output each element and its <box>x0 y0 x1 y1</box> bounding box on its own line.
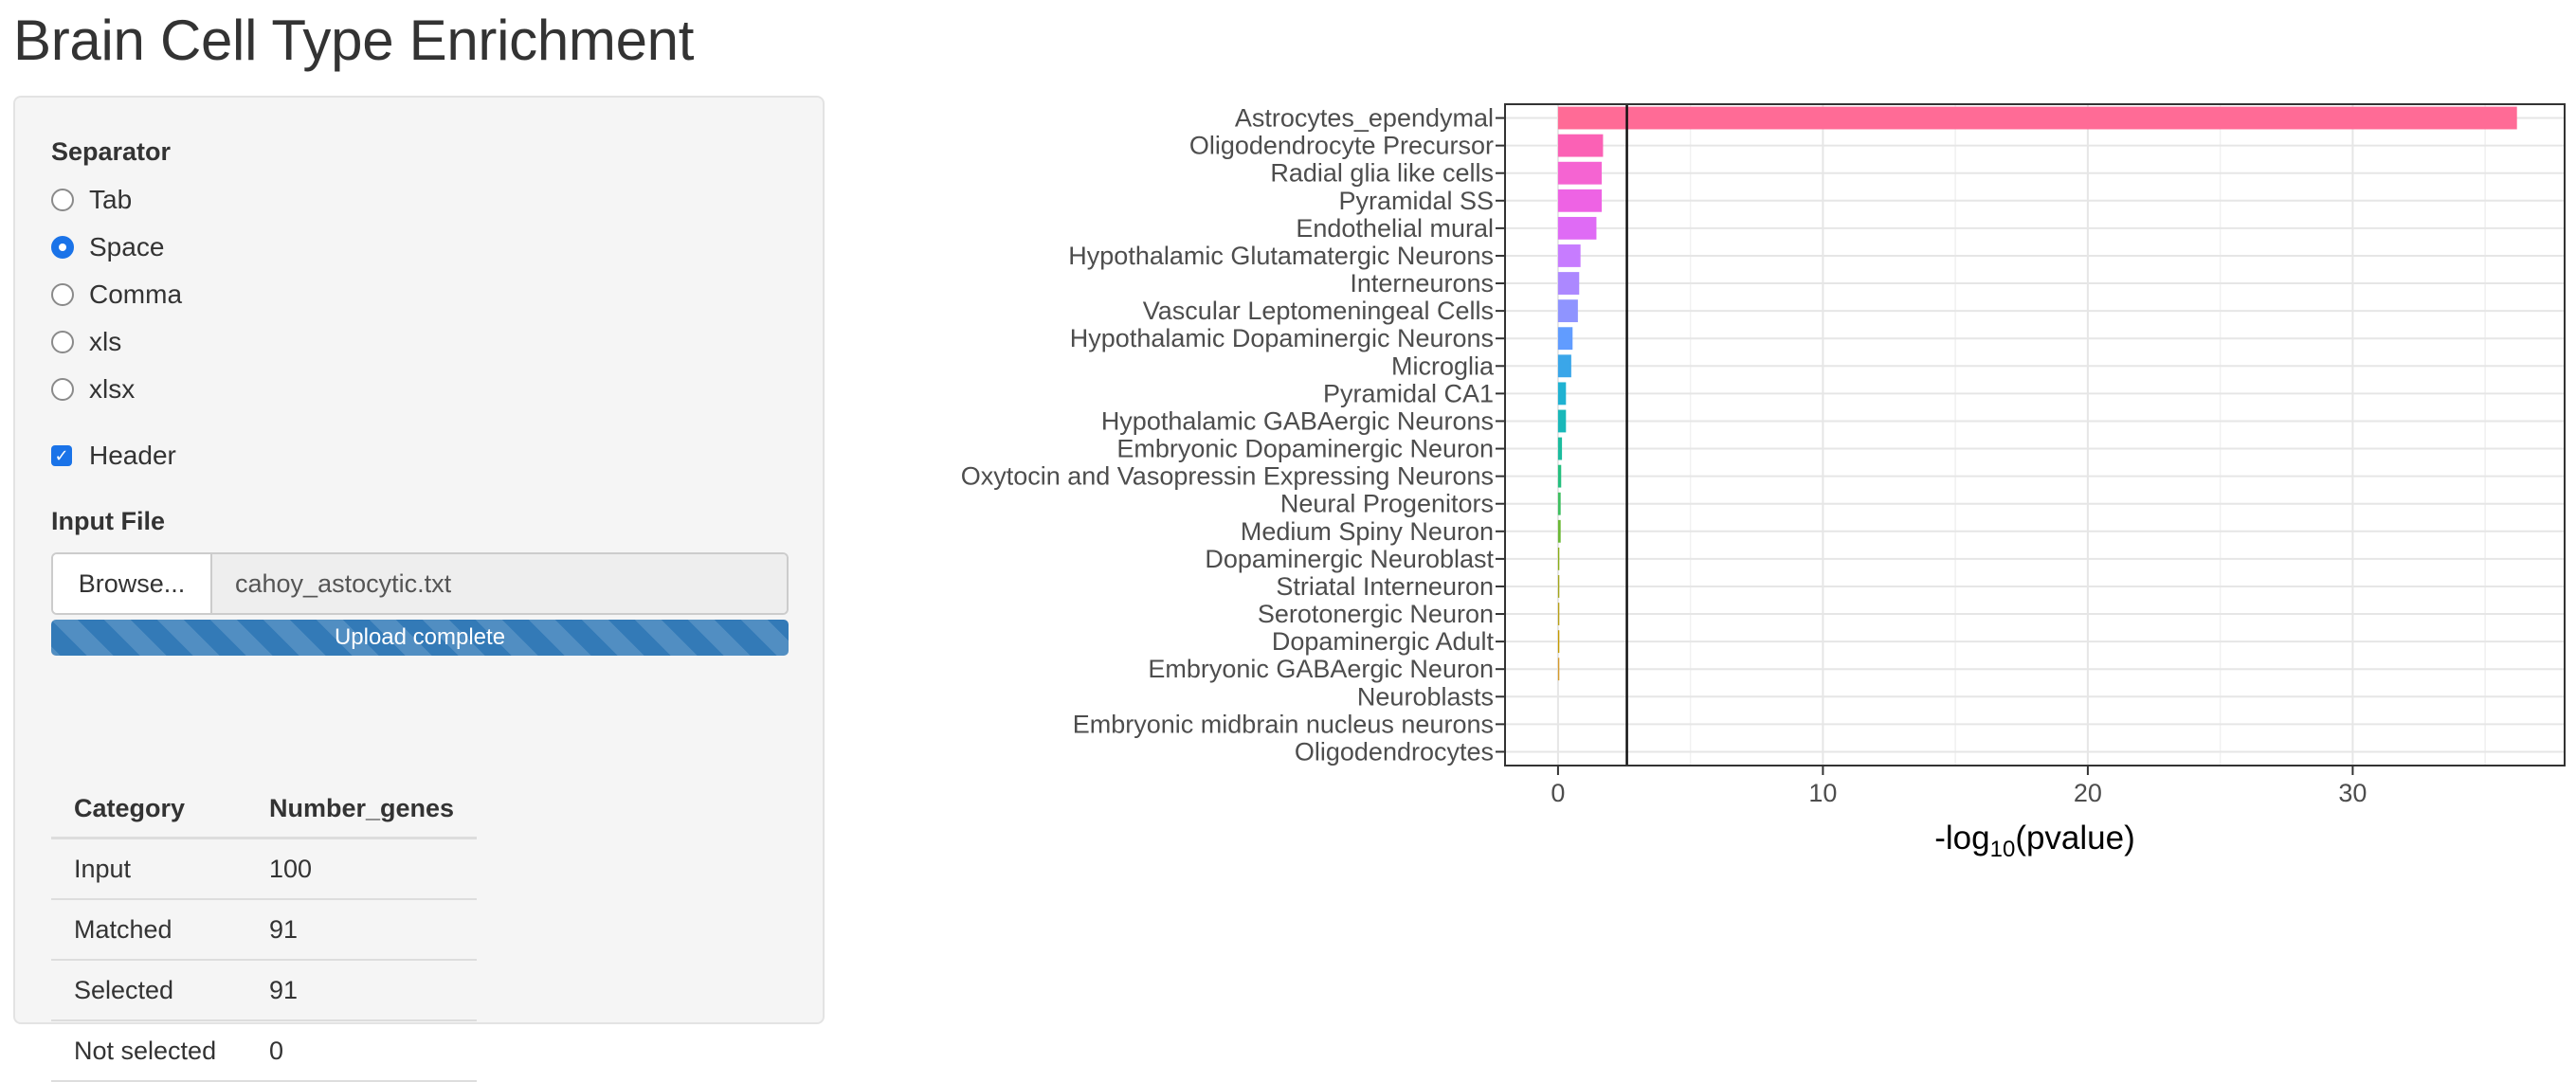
category-label: Radial glia like cells <box>1270 159 1494 188</box>
table-cell: 91 <box>246 899 478 961</box>
radio-tab[interactable]: Tab <box>51 181 132 219</box>
radio-label: Tab <box>89 185 133 214</box>
category-label: Striatal Interneuron <box>1276 572 1494 601</box>
radio-comma[interactable]: Comma <box>51 276 182 314</box>
bar <box>1557 106 2517 130</box>
bar <box>1557 519 1561 543</box>
chart-panel-border <box>1504 103 2566 766</box>
radio-xls[interactable]: xls <box>51 323 121 361</box>
bar <box>1557 409 1567 433</box>
radio-xlsx[interactable]: xlsx <box>51 370 135 408</box>
category-label: Neuroblasts <box>1357 682 1494 711</box>
category-label: Interneurons <box>1350 269 1494 298</box>
bar <box>1557 299 1578 323</box>
category-label: Hypothalamic GABAergic Neurons <box>1101 406 1494 435</box>
bar <box>1557 464 1562 488</box>
x-tick-label: 20 <box>2074 779 2102 807</box>
radio-label: Space <box>89 232 165 261</box>
category-label: Pyramidal CA1 <box>1323 379 1494 407</box>
category-label: Oligodendrocytes <box>1295 737 1494 766</box>
column-header: Category <box>51 780 246 839</box>
bar <box>1557 354 1571 378</box>
table-row: Matched 91 <box>51 899 478 961</box>
category-label: Vascular Leptomeningeal Cells <box>1143 297 1494 325</box>
radio-button-icon <box>51 331 74 353</box>
table-header-row: Category Number_genes <box>51 780 478 839</box>
bar <box>1557 382 1567 406</box>
x-axis-title: -log10(pvalue) <box>1934 820 2135 862</box>
upload-progress-bar: Upload complete <box>51 620 789 656</box>
category-label: Oxytocin and Vasopressin Expressing Neur… <box>961 462 1494 491</box>
category-label: Astrocytes_ependymal <box>1235 104 1494 133</box>
file-name-field[interactable]: cahoy_astocytic.txt <box>212 554 787 613</box>
category-label: Hypothalamic Glutamatergic Neurons <box>1068 242 1494 270</box>
separator-label: Separator <box>51 137 172 166</box>
bar <box>1557 492 1561 515</box>
table-cell: Matched <box>51 899 246 961</box>
file-input-group: Browse... cahoy_astocytic.txt <box>51 552 789 615</box>
bar <box>1557 272 1580 295</box>
category-label: Embryonic Dopaminergic Neuron <box>1116 435 1494 463</box>
input-file-label: Input File <box>51 507 165 535</box>
table-row: Not selected 0 <box>51 1020 478 1082</box>
chart-grid <box>1505 104 2565 766</box>
bar <box>1557 216 1597 240</box>
category-label: Hypothalamic Dopaminergic Neurons <box>1070 324 1494 352</box>
radio-button-icon <box>51 283 74 306</box>
table-cell: 0 <box>246 1020 478 1082</box>
upload-status: Upload complete <box>334 624 506 650</box>
bar <box>1557 327 1573 351</box>
category-label: Neural Progenitors <box>1280 490 1494 518</box>
table-cell: Not selected <box>51 1020 246 1082</box>
table-cell: Input <box>51 838 246 900</box>
x-tick-label: 30 <box>2338 779 2367 807</box>
category-label: Embryonic GABAergic Neuron <box>1148 655 1494 683</box>
bar <box>1557 575 1560 598</box>
radio-label: xls <box>89 327 122 356</box>
radio-label: xlsx <box>89 374 136 404</box>
radio-button-icon <box>51 378 74 401</box>
radio-space[interactable]: Space <box>51 228 164 266</box>
bar <box>1557 603 1560 625</box>
radio-label: Comma <box>89 280 183 309</box>
category-label: Microglia <box>1391 352 1495 380</box>
bar <box>1557 134 1604 157</box>
bar <box>1557 244 1581 267</box>
browse-button[interactable]: Browse... <box>53 554 212 613</box>
table-row: Input 100 <box>51 838 478 900</box>
chart-bars <box>1557 106 2517 681</box>
bar <box>1557 630 1560 654</box>
bar <box>1557 547 1560 570</box>
header-checkbox-label: Header <box>89 441 176 470</box>
category-label: Embryonic midbrain nucleus neurons <box>1073 710 1494 738</box>
category-label: Dopaminergic Neuroblast <box>1205 545 1494 573</box>
bar <box>1557 658 1560 681</box>
category-label: Serotonergic Neuron <box>1258 600 1494 628</box>
x-axis-ticks: 0 10 20 30 <box>1551 766 2367 807</box>
radio-button-icon <box>51 189 74 211</box>
table-cell: 100 <box>246 838 478 900</box>
x-tick-label: 0 <box>1551 779 1565 807</box>
category-label: Medium Spiny Neuron <box>1241 517 1494 546</box>
bar <box>1557 161 1603 185</box>
category-label: Oligodendrocyte Precursor <box>1189 132 1494 160</box>
category-label: Pyramidal SS <box>1338 187 1494 215</box>
checkmark-icon: ✓ <box>51 445 72 466</box>
header-checkbox[interactable]: ✓ Header <box>51 437 176 475</box>
bar <box>1557 189 1603 212</box>
bar <box>1557 437 1563 460</box>
radio-button-checked-icon <box>51 236 74 259</box>
category-label: Endothelial mural <box>1296 214 1494 243</box>
page-title: Brain Cell Type Enrichment <box>13 9 695 72</box>
column-header: Number_genes <box>246 780 478 839</box>
category-label: Dopaminergic Adult <box>1272 627 1495 656</box>
x-tick-label: 10 <box>1808 779 1837 807</box>
